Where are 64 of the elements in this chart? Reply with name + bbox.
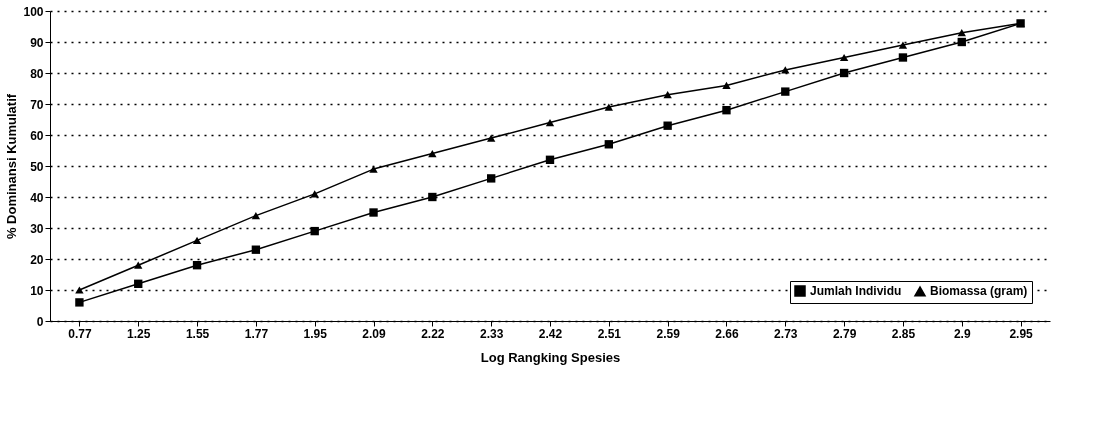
point [251,211,261,220]
x-tick-label: 2.9 [953,326,971,341]
point [604,103,614,111]
x-axis-title: Log Rangking Spesies [480,349,621,365]
x-tick-label: 2.51 [597,326,622,341]
y-tick-label: 80 [30,66,44,81]
point [310,190,319,198]
x-tick-label: 2.42 [538,326,563,341]
point [134,261,143,269]
point [663,91,672,99]
point [486,134,496,142]
point [251,245,261,254]
point [192,236,202,245]
y-tick-label: 50 [30,159,44,174]
y-tick-label: 90 [30,35,44,50]
point [310,226,319,236]
y-tick-label: 10 [30,283,44,298]
point [898,41,908,49]
x-tick-label: 1.55 [185,326,210,341]
point [604,140,614,149]
point [369,165,378,173]
point [75,286,84,294]
x-tick-label: 2.73 [774,326,798,341]
point [428,192,437,202]
legend-label: Jumlah Individu [810,284,902,298]
x-tick-label: 2.95 [1009,326,1034,341]
point [545,118,555,127]
x-tick-label: 1.95 [303,326,328,341]
point [957,29,966,37]
x-tick-label: 2.59 [656,326,681,341]
point [134,279,143,288]
x-tick-label: 2.09 [362,326,387,341]
point [75,298,84,307]
x-tick-label: 2.22 [421,326,445,341]
point [898,53,908,62]
point [722,106,731,115]
x-tick-label: 2.33 [480,326,504,341]
point [957,37,966,47]
y-tick-label: 100 [23,4,44,19]
point [722,81,731,90]
point [663,121,672,130]
x-tick-label: 2.85 [891,326,916,341]
y-tick-label: 70 [30,97,44,112]
x-tick-label: 0.77 [68,326,92,341]
y-tick-label: 0 [36,314,44,329]
y-tick-label: 60 [30,128,44,143]
point [428,149,437,158]
point [781,87,790,96]
point [839,68,849,78]
legend-label: Biomassa (gram) [930,284,1028,299]
point [839,53,849,62]
y-tick-label: 20 [30,252,44,267]
point [192,261,202,270]
y-tick-label: 40 [30,190,44,205]
x-tick-label: 1.77 [244,326,269,341]
x-tick-label: 2.66 [715,326,739,341]
y-axis-title: % Dominansi Kumulatif [4,93,20,240]
x-tick-label: 1.25 [127,326,151,341]
point [781,66,790,74]
point [369,208,378,217]
point [486,174,496,183]
y-tick-label: 30 [30,221,44,236]
point [545,155,555,164]
x-tick-label: 2.79 [832,326,857,341]
